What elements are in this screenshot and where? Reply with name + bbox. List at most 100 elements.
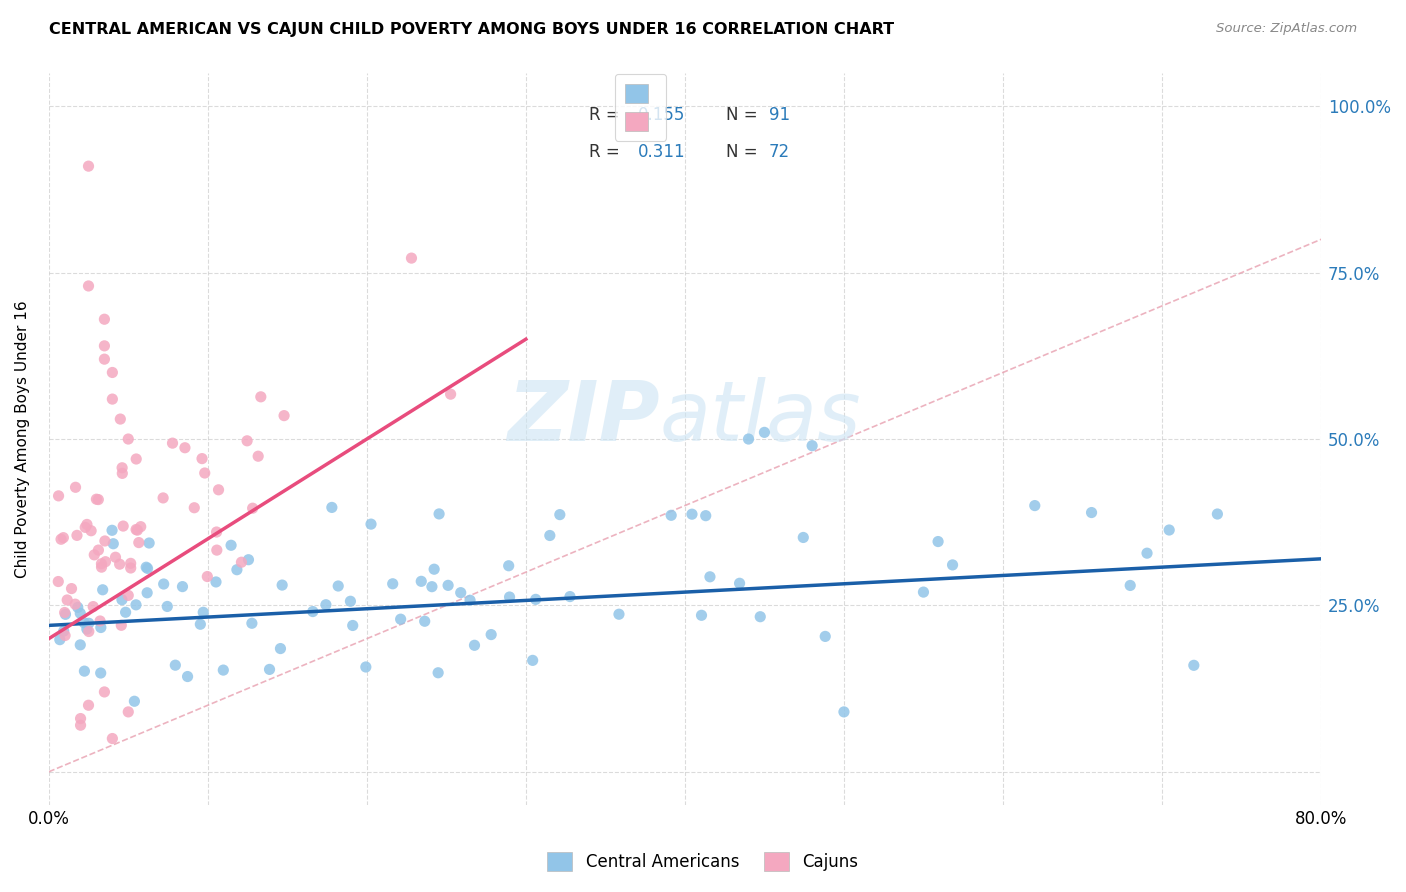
Point [87,492,110,507]
Point [728,576,751,591]
Point [128,535,150,549]
Point [1159,523,1181,537]
Point [93,312,115,326]
Point [90,557,112,571]
Point [89,614,111,628]
Point [73,664,96,678]
Point [427,665,450,680]
Point [315,598,337,612]
Point [114,605,136,619]
Point [699,570,721,584]
Point [360,517,382,532]
Point [205,543,228,558]
Point [117,705,139,719]
Point [87,543,110,558]
Point [156,599,179,614]
Point [354,660,377,674]
Point [111,467,134,481]
Point [162,436,184,450]
Point [439,387,461,401]
Point [250,390,273,404]
Point [55,607,77,622]
Point [83,548,105,562]
Point [53,606,76,620]
Point [381,576,404,591]
Point [749,609,772,624]
Point [117,432,139,446]
Point [136,561,159,575]
Point [125,598,148,612]
Point [66,600,89,615]
Point [46,574,69,589]
Point [110,412,132,426]
Point [498,590,520,604]
Point [538,528,561,542]
Point [69,638,91,652]
Point [832,705,855,719]
Point [1119,578,1142,592]
Point [479,627,502,641]
Text: atlas: atlas [659,376,860,458]
Text: 91: 91 [769,106,790,124]
Point [420,580,443,594]
Point [814,629,837,643]
Point [76,517,98,532]
Point [90,560,112,574]
Y-axis label: Child Poverty Among Boys Under 16: Child Poverty Among Boys Under 16 [15,301,30,578]
Point [301,605,323,619]
Point [458,593,481,607]
Point [427,507,450,521]
Point [172,580,194,594]
Point [558,590,581,604]
Point [63,597,86,611]
Text: 72: 72 [769,143,790,161]
Point [120,561,142,575]
Legend: , : , [614,74,666,141]
Point [681,507,703,521]
Text: N =: N = [725,106,762,124]
Point [188,617,211,632]
Point [56,593,79,607]
Point [927,534,949,549]
Point [76,622,98,636]
Point [247,449,270,463]
Point [912,585,935,599]
Point [69,712,91,726]
Point [124,694,146,708]
Point [607,607,630,622]
Point [120,557,142,571]
Point [212,663,235,677]
Point [77,698,100,713]
Point [1206,507,1229,521]
Text: R =: R = [589,106,626,124]
Point [236,434,259,448]
Text: N =: N = [725,143,762,161]
Point [1182,658,1205,673]
Point [48,489,70,503]
Point [524,592,547,607]
Point [238,552,260,566]
Point [1080,506,1102,520]
Point [52,531,75,545]
Legend: Central Americans, Cajuns: Central Americans, Cajuns [538,843,868,880]
Point [75,520,97,534]
Point [207,483,229,497]
Point [90,665,112,680]
Point [339,594,361,608]
Point [77,616,100,631]
Point [801,439,824,453]
Point [104,550,127,565]
Point [125,523,148,537]
Point [194,466,217,480]
Point [522,653,544,667]
Point [66,528,89,542]
Point [129,519,152,533]
Point [191,451,214,466]
Point [225,563,247,577]
Point [463,638,485,652]
Point [690,608,713,623]
Point [101,392,124,406]
Point [91,582,114,597]
Point [183,500,205,515]
Point [240,616,263,631]
